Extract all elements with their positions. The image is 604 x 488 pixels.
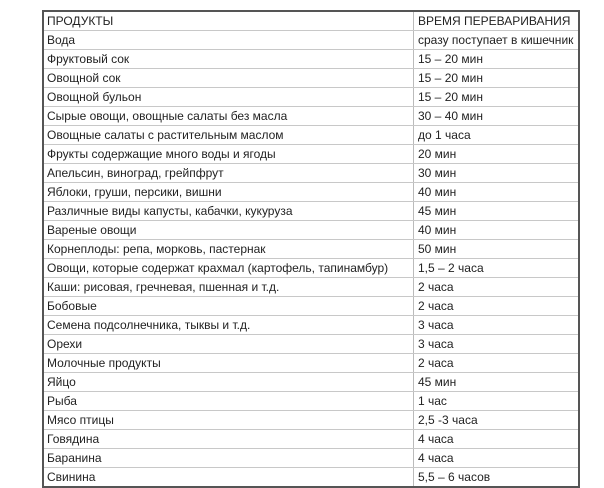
product-cell: Овощной бульон: [42, 87, 414, 107]
product-cell: Овощной сок: [42, 68, 414, 88]
time-cell: 1,5 – 2 часа: [413, 258, 580, 278]
time-cell: 45 мин: [413, 201, 580, 221]
product-cell: Вода: [42, 30, 414, 50]
table-row: Бобовые 2 часа: [42, 296, 580, 316]
product-cell: Фрукты содержащие много воды и ягоды: [42, 144, 414, 164]
table-row: Вода сразу поступает в кишечник: [42, 30, 580, 50]
table-row: Свинина 5,5 – 6 часов: [42, 467, 580, 488]
product-cell: Апельсин, виноград, грейпфрут: [42, 163, 414, 183]
product-cell: Баранина: [42, 448, 414, 468]
table-row: Овощной сок 15 – 20 мин: [42, 68, 580, 88]
time-cell: 15 – 20 мин: [413, 87, 580, 107]
time-cell: 30 – 40 мин: [413, 106, 580, 126]
time-cell: 15 – 20 мин: [413, 49, 580, 69]
product-cell: Каши: рисовая, гречневая, пшенная и т.д.: [42, 277, 414, 297]
time-cell: до 1 часа: [413, 125, 580, 145]
table-row: Орехи 3 часа: [42, 334, 580, 354]
product-cell: Сырые овощи, овощные салаты без масла: [42, 106, 414, 126]
time-cell: 40 мин: [413, 182, 580, 202]
time-cell: 2 часа: [413, 277, 580, 297]
time-cell: сразу поступает в кишечник: [413, 30, 580, 50]
table-row: Вареные овощи 40 мин: [42, 220, 580, 240]
product-cell: Орехи: [42, 334, 414, 354]
product-cell: Молочные продукты: [42, 353, 414, 373]
time-cell: 1 час: [413, 391, 580, 411]
time-cell: 4 часа: [413, 448, 580, 468]
table-row: Яблоки, груши, персики, вишни 40 мин: [42, 182, 580, 202]
time-cell: 3 часа: [413, 334, 580, 354]
header-row: ПРОДУКТЫ ВРЕМЯ ПЕРЕВАРИВАНИЯ: [42, 10, 580, 31]
header-products: ПРОДУКТЫ: [42, 10, 414, 31]
table-row: Овощные салаты с растительным маслом до 1…: [42, 125, 580, 145]
product-cell: Бобовые: [42, 296, 414, 316]
product-cell: Фруктовый сок: [42, 49, 414, 69]
time-cell: 3 часа: [413, 315, 580, 335]
table-row: Фрукты содержащие много воды и ягоды 20 м…: [42, 144, 580, 164]
time-cell: 2,5 -3 часа: [413, 410, 580, 430]
table-row: Апельсин, виноград, грейпфрут 30 мин: [42, 163, 580, 183]
table-row: Различные виды капусты, кабачки, кукуруз…: [42, 201, 580, 221]
time-cell: 50 мин: [413, 239, 580, 259]
time-cell: 40 мин: [413, 220, 580, 240]
digestion-time-table: ПРОДУКТЫ ВРЕМЯ ПЕРЕВАРИВАНИЯ Вода сразу п…: [42, 10, 580, 488]
time-cell: 30 мин: [413, 163, 580, 183]
table-row: Яйцо 45 мин: [42, 372, 580, 392]
time-cell: 5,5 – 6 часов: [413, 467, 580, 488]
table-row: Фруктовый сок 15 – 20 мин: [42, 49, 580, 69]
product-cell: Мясо птицы: [42, 410, 414, 430]
product-cell: Корнеплоды: репа, морковь, пастернак: [42, 239, 414, 259]
product-cell: Овощные салаты с растительным маслом: [42, 125, 414, 145]
table-row: Говядина 4 часа: [42, 429, 580, 449]
product-cell: Различные виды капусты, кабачки, кукуруз…: [42, 201, 414, 221]
product-cell: Яблоки, груши, персики, вишни: [42, 182, 414, 202]
table-row: Сырые овощи, овощные салаты без масла 30 …: [42, 106, 580, 126]
time-cell: 2 часа: [413, 353, 580, 373]
table-row: Мясо птицы 2,5 -3 часа: [42, 410, 580, 430]
product-cell: Яйцо: [42, 372, 414, 392]
time-cell: 20 мин: [413, 144, 580, 164]
table-row: Рыба 1 час: [42, 391, 580, 411]
header-digestion-time: ВРЕМЯ ПЕРЕВАРИВАНИЯ: [413, 10, 580, 31]
product-cell: Вареные овощи: [42, 220, 414, 240]
table-row: Молочные продукты 2 часа: [42, 353, 580, 373]
product-cell: Семена подсолнечника, тыквы и т.д.: [42, 315, 414, 335]
product-cell: Овощи, которые содержат крахмал (картофе…: [42, 258, 414, 278]
table-row: Семена подсолнечника, тыквы и т.д. 3 часа: [42, 315, 580, 335]
time-cell: 45 мин: [413, 372, 580, 392]
product-cell: Свинина: [42, 467, 414, 488]
table-row: Корнеплоды: репа, морковь, пастернак 50 м…: [42, 239, 580, 259]
table-row: Баранина 4 часа: [42, 448, 580, 468]
product-cell: Говядина: [42, 429, 414, 449]
table-row: Овощи, которые содержат крахмал (картофе…: [42, 258, 580, 278]
product-cell: Рыба: [42, 391, 414, 411]
table-row: Каши: рисовая, гречневая, пшенная и т.д.…: [42, 277, 580, 297]
time-cell: 15 – 20 мин: [413, 68, 580, 88]
table-row: Овощной бульон 15 – 20 мин: [42, 87, 580, 107]
table-body: ПРОДУКТЫ ВРЕМЯ ПЕРЕВАРИВАНИЯ Вода сразу п…: [42, 10, 580, 488]
time-cell: 4 часа: [413, 429, 580, 449]
time-cell: 2 часа: [413, 296, 580, 316]
